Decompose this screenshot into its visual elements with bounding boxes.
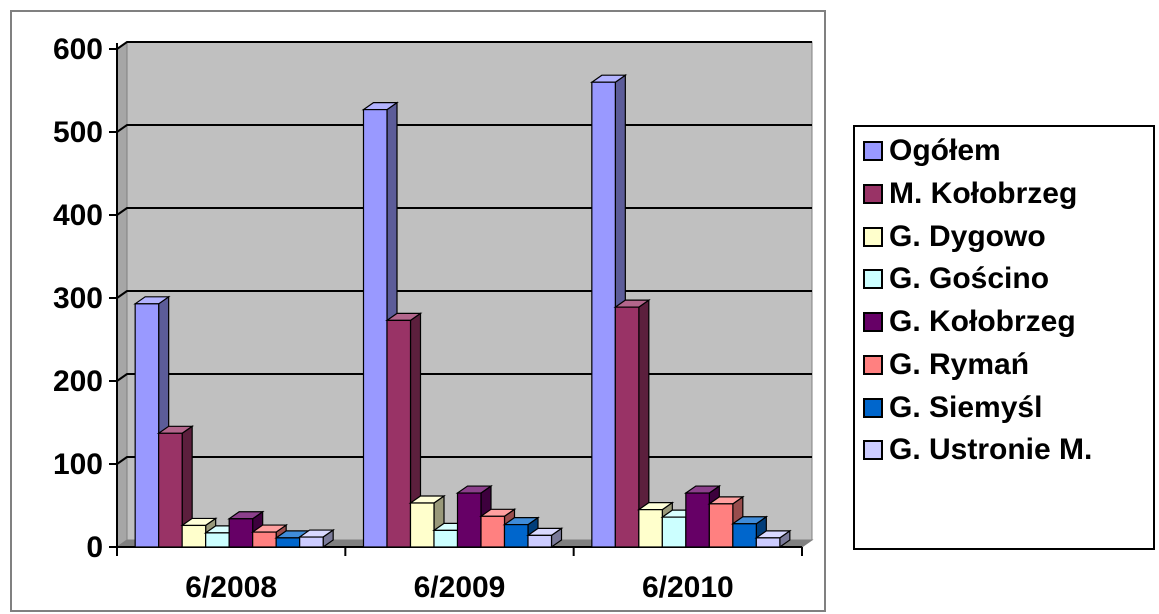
y-tick-label: 200 xyxy=(53,365,103,398)
x-tick-label: 6/2009 xyxy=(414,571,506,604)
y-tick-label: 600 xyxy=(53,33,103,66)
legend-label: G. Kołobrzeg xyxy=(889,305,1076,338)
gridline xyxy=(116,456,812,465)
legend-label: G. Siemyśl xyxy=(889,391,1043,424)
legend-item: G. Dygowo xyxy=(863,217,1046,257)
gridline xyxy=(116,124,812,133)
gridline xyxy=(116,207,812,216)
y-tick-label: 0 xyxy=(86,531,103,564)
legend-swatch xyxy=(863,227,883,247)
legend-label: G. Rymań xyxy=(889,348,1030,381)
legend-item: Ogółem xyxy=(863,131,1001,171)
legend-label: G. Dygowo xyxy=(889,220,1046,253)
legend-item: G. Siemyśl xyxy=(863,388,1042,428)
y-tick-label: 100 xyxy=(53,448,103,481)
legend-swatch xyxy=(863,312,883,332)
legend-swatch xyxy=(863,269,883,289)
legend-item: G. Ustronie M. xyxy=(863,430,1092,470)
legend-swatch xyxy=(863,184,883,204)
legend-swatch xyxy=(863,141,883,161)
legend-swatch xyxy=(863,440,883,460)
bar xyxy=(613,298,651,549)
bar xyxy=(297,528,336,549)
legend-label: G. Gościno xyxy=(889,262,1050,295)
y-tick-label: 400 xyxy=(53,199,103,232)
y-tick-label: 500 xyxy=(53,116,103,149)
legend: Ogółem M. Kołobrzeg G. Dygowo G. Gościno G. … xyxy=(853,125,1155,550)
legend-item: G. Gościno xyxy=(863,259,1049,299)
legend-swatch xyxy=(863,398,883,418)
legend-item: G. Kołobrzeg xyxy=(863,302,1076,342)
x-tick-label: 6/2008 xyxy=(185,571,277,604)
gridline xyxy=(116,373,812,382)
bar xyxy=(385,312,423,549)
gridline xyxy=(116,41,812,50)
legend-label: M. Kołobrzeg xyxy=(889,177,1078,210)
legend-label: G. Ustronie M. xyxy=(889,433,1093,466)
gridline xyxy=(116,290,812,299)
bar xyxy=(156,425,195,549)
legend-swatch xyxy=(863,355,883,375)
bar xyxy=(180,517,218,549)
legend-label: Ogółem xyxy=(889,134,1001,167)
y-tick-label: 300 xyxy=(53,282,103,315)
bar xyxy=(526,527,564,549)
bar xyxy=(754,529,792,549)
legend-item: G. Rymań xyxy=(863,345,1029,385)
legend-item: M. Kołobrzeg xyxy=(863,174,1077,214)
x-tick-label: 6/2010 xyxy=(642,571,734,604)
